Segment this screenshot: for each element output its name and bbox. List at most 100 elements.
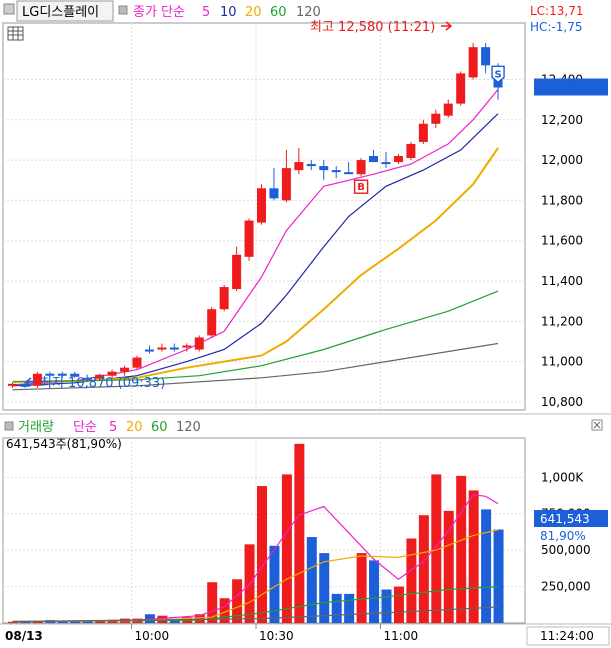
candle bbox=[8, 382, 17, 388]
candle-body bbox=[319, 166, 329, 171]
volume-menu-icon[interactable] bbox=[4, 421, 14, 431]
candle-body bbox=[144, 349, 154, 352]
candle-body bbox=[418, 123, 428, 142]
candle bbox=[331, 166, 341, 179]
volume-bar bbox=[257, 486, 267, 623]
volume-bar bbox=[82, 620, 93, 623]
price-tick-label: 12,000 bbox=[541, 153, 583, 167]
candle-body bbox=[294, 162, 304, 171]
candle bbox=[468, 43, 478, 80]
sell-marker[interactable]: S bbox=[491, 65, 505, 84]
current-price-box bbox=[534, 78, 608, 96]
candle bbox=[443, 99, 453, 118]
candle-body bbox=[194, 337, 204, 350]
panel-menu-icon[interactable] bbox=[3, 3, 15, 15]
candle-body bbox=[406, 143, 416, 159]
volume-bar bbox=[232, 579, 243, 623]
lc-readout: LC:13,71 bbox=[530, 4, 583, 18]
candle-body bbox=[481, 47, 491, 66]
volume-bar bbox=[443, 510, 454, 623]
current-volume: 641,543 bbox=[540, 512, 590, 526]
candle bbox=[157, 343, 167, 352]
current-price: 12,360 bbox=[540, 63, 582, 77]
volume-bar bbox=[468, 490, 479, 623]
time-tick-label: 11:00 bbox=[384, 629, 419, 643]
current-change: -1.04% bbox=[540, 80, 582, 94]
volume-bar bbox=[194, 614, 205, 623]
volume-bar bbox=[269, 545, 280, 623]
candle bbox=[431, 109, 441, 128]
candle-body bbox=[232, 254, 242, 290]
candle bbox=[481, 43, 491, 74]
volume-ma-5: 5 bbox=[109, 420, 117, 435]
candle bbox=[20, 381, 30, 388]
candle bbox=[219, 285, 229, 312]
candle bbox=[169, 343, 179, 352]
candle bbox=[418, 119, 428, 144]
volume-bar bbox=[481, 509, 492, 623]
volume-summary: 641,543주(81,90%) bbox=[6, 437, 122, 451]
candle-body bbox=[356, 160, 366, 175]
price-tick-label: 10,800 bbox=[541, 395, 583, 409]
high-arrow-icon bbox=[441, 21, 453, 31]
candle bbox=[57, 371, 67, 378]
candle bbox=[82, 374, 92, 382]
candle-body bbox=[32, 373, 42, 386]
candle bbox=[269, 168, 279, 201]
ma-settings-icon[interactable] bbox=[118, 5, 128, 15]
candle-body bbox=[456, 73, 466, 104]
volume-ma-120: 120 bbox=[176, 420, 201, 435]
volume-tick-label: 500,000 bbox=[541, 543, 591, 557]
buy-marker[interactable]: B bbox=[353, 179, 369, 194]
volume-bar bbox=[20, 621, 31, 623]
candle-body bbox=[244, 220, 254, 257]
price-tick-label: 11,800 bbox=[541, 193, 583, 207]
time-readout: 11:24:00 bbox=[540, 629, 594, 643]
volume-bar bbox=[431, 474, 442, 623]
price-ma-120-line bbox=[12, 342, 499, 391]
high-annotation: 최고 12,580 (11:21) bbox=[310, 20, 435, 35]
buy-marker-label: B bbox=[357, 182, 365, 193]
hc-readout: HC:-1,75 bbox=[530, 20, 583, 34]
stock-name[interactable]: LG디스플레이 bbox=[22, 5, 99, 20]
volume-bar bbox=[319, 553, 330, 623]
candle bbox=[120, 365, 130, 376]
table-icon[interactable] bbox=[7, 26, 24, 41]
ma-period-10: 10 bbox=[220, 5, 237, 20]
candle bbox=[107, 369, 117, 378]
candle-body bbox=[70, 373, 80, 377]
candle bbox=[95, 373, 105, 381]
stock-name-box[interactable] bbox=[16, 0, 114, 22]
time-tick-label: 10:30 bbox=[259, 629, 294, 643]
candle-body bbox=[82, 377, 92, 380]
candle-body bbox=[281, 168, 291, 201]
candle bbox=[144, 345, 154, 354]
date-label: 08/13 bbox=[5, 629, 43, 643]
candle-body bbox=[207, 309, 217, 336]
volume-tick-label: 250,000 bbox=[541, 580, 591, 594]
candle-body bbox=[120, 367, 130, 372]
candle-body bbox=[269, 188, 279, 199]
candle bbox=[207, 307, 217, 338]
price-ma-20-line bbox=[12, 147, 499, 383]
volume-bar bbox=[95, 620, 106, 623]
volume-ma-60: 60 bbox=[151, 420, 168, 435]
candle bbox=[232, 246, 242, 292]
candle-body bbox=[431, 113, 441, 124]
volume-bar bbox=[344, 593, 355, 623]
price-tick-label: 12,200 bbox=[541, 113, 583, 127]
candle bbox=[45, 371, 55, 378]
ma-period-20: 20 bbox=[245, 5, 262, 20]
candle-body bbox=[107, 371, 117, 376]
volume-bar bbox=[281, 474, 292, 623]
volume-ma-5-line bbox=[12, 494, 499, 622]
time-x-ticks: 10:00 10:30 11:00 bbox=[131, 624, 419, 643]
volume-bar bbox=[393, 586, 404, 623]
candle-body bbox=[219, 287, 229, 310]
volume-bar bbox=[32, 621, 43, 623]
volume-ma-60-line bbox=[12, 586, 499, 623]
sell-marker-label: S bbox=[494, 69, 501, 80]
volume-bar bbox=[294, 443, 305, 623]
candle bbox=[406, 141, 416, 161]
